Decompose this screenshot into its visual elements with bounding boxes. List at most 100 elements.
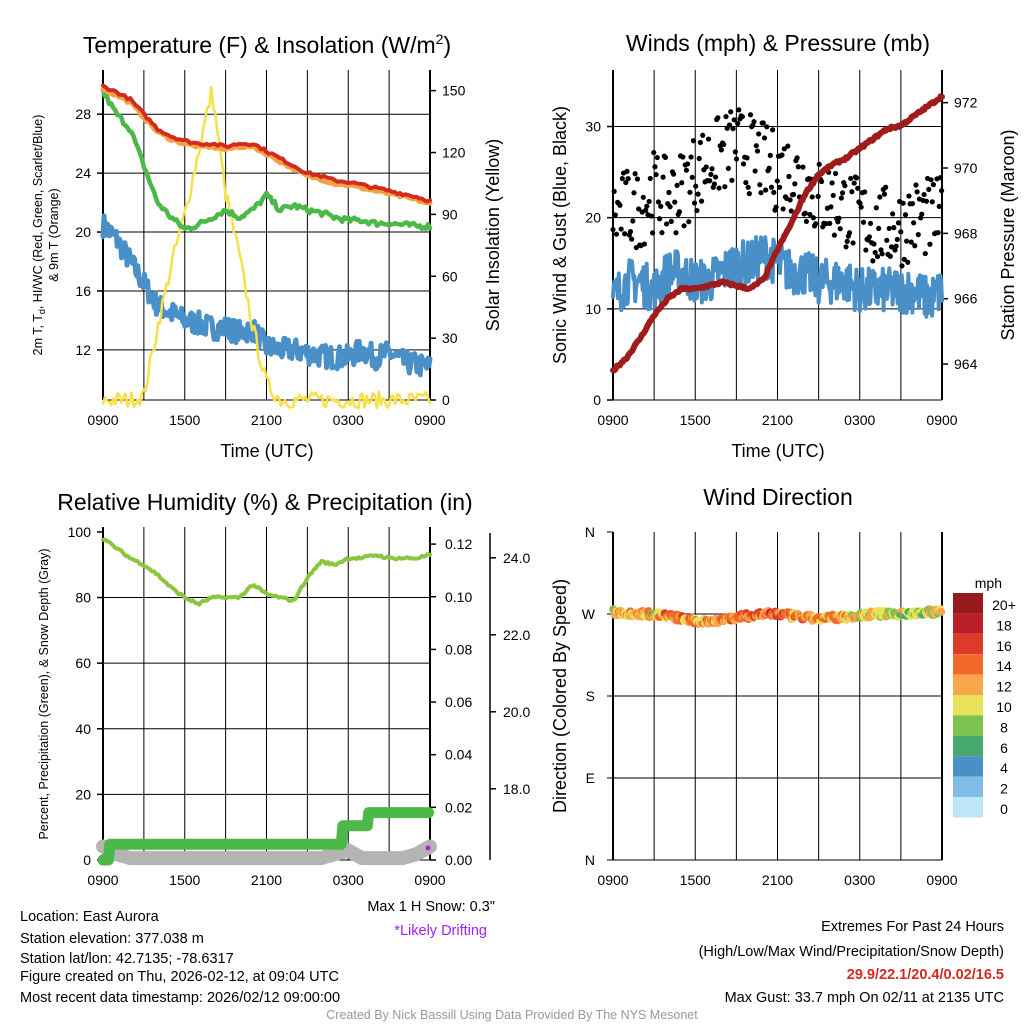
- max-snow-note: Max 1 H Snow: 0.3": [367, 899, 495, 915]
- gust-point: [728, 109, 734, 115]
- gust-point: [936, 203, 942, 209]
- dir-y-label: N: [585, 524, 595, 540]
- gust-point: [930, 181, 937, 188]
- gust-point: [791, 191, 797, 198]
- gust-point: [624, 168, 630, 174]
- x-tick-label: 0300: [333, 872, 364, 888]
- temp-title: Temperature (F) & Insolation (W/m2): [83, 31, 451, 58]
- legend-label: 10: [996, 699, 1012, 715]
- precip-y2-label: 0.04: [445, 747, 472, 763]
- x-tick-label: 2100: [762, 872, 793, 888]
- gust-point: [810, 215, 817, 221]
- gust-point: [862, 189, 868, 195]
- gust-point: [843, 244, 849, 250]
- gust-point: [694, 207, 700, 214]
- extremes-values: 29.9/22.1/20.4/0.02/16.5: [846, 967, 1004, 983]
- gust-point: [731, 117, 737, 123]
- wind-y-label: 0: [593, 392, 601, 408]
- legend-label: 16: [996, 638, 1012, 654]
- gust-point: [688, 154, 694, 160]
- gust-point: [646, 198, 652, 205]
- pressure-y2-label: 968: [954, 225, 978, 241]
- gust-point: [870, 258, 876, 264]
- gust-point: [730, 126, 736, 132]
- gust-point: [680, 154, 686, 160]
- gust-point: [696, 155, 702, 162]
- x-tick-label: 2100: [251, 412, 282, 428]
- temp-ylabel-line2: & 9m T (Orange): [47, 188, 61, 281]
- x-tick-label: 0300: [844, 872, 875, 888]
- gust-point: [872, 249, 878, 256]
- gust-point: [686, 219, 692, 225]
- gust-point: [787, 197, 793, 203]
- gust-point: [670, 171, 677, 177]
- gust-point: [863, 247, 869, 253]
- gust-point: [641, 241, 648, 247]
- gust-point: [887, 253, 893, 259]
- gust-point: [902, 212, 909, 218]
- x-tick-label: 1500: [169, 872, 200, 888]
- gust-point: [802, 210, 808, 216]
- gust-point: [610, 226, 616, 233]
- x-tick-label: 0900: [414, 872, 445, 888]
- gust-point: [809, 194, 815, 200]
- gust-point: [698, 198, 705, 204]
- gust-point: [830, 192, 836, 199]
- gust-point: [901, 256, 907, 262]
- gust-point: [636, 206, 642, 212]
- snow-depth-line: [96, 839, 437, 866]
- snow-y3-label: 20.0: [503, 704, 530, 720]
- gust-point: [757, 182, 763, 188]
- snow-y3-label: 18.0: [503, 781, 530, 797]
- gust-point: [715, 115, 721, 121]
- gust-point: [779, 152, 785, 158]
- gust-point: [922, 250, 928, 257]
- gust-point: [676, 209, 683, 215]
- legend-swatch: [953, 613, 983, 634]
- rh-y-label: 20: [75, 786, 91, 802]
- gust-point: [831, 232, 837, 238]
- legend-swatch: [953, 797, 983, 818]
- solar-insolation-line: [101, 85, 432, 410]
- gust-point: [815, 193, 821, 199]
- legend-label: 8: [1000, 719, 1008, 735]
- gust-point: [712, 174, 719, 180]
- gust-point: [813, 221, 819, 227]
- gust-point: [625, 176, 631, 182]
- gust-point: [743, 179, 749, 186]
- gust-point: [689, 174, 695, 180]
- gust-point: [912, 243, 918, 249]
- dir-y-label: S: [586, 688, 595, 704]
- gust-point: [935, 230, 941, 236]
- gust-point: [658, 203, 664, 209]
- gust-point: [904, 238, 910, 244]
- gust-point: [780, 206, 786, 212]
- gust-point: [619, 175, 625, 182]
- x-tick-label: 0900: [597, 872, 628, 888]
- gust-point: [839, 190, 846, 196]
- gust-point: [853, 175, 860, 181]
- gust-point: [871, 241, 877, 247]
- gust-point: [751, 119, 757, 125]
- gust-point: [651, 149, 657, 156]
- gust-point: [818, 178, 825, 185]
- precipitation-line: [97, 807, 435, 866]
- temp-xlabel: Time (UTC): [220, 441, 313, 461]
- dir-ylabel: Direction (Colored By Speed): [550, 579, 570, 813]
- gust-point: [890, 211, 896, 217]
- gust-point: [629, 236, 635, 242]
- gust-point: [622, 231, 628, 237]
- gust-point: [829, 180, 835, 186]
- legend-label: 0: [1000, 801, 1008, 817]
- gust-point: [632, 171, 638, 177]
- gust-point: [650, 230, 656, 236]
- gust-point: [754, 148, 761, 154]
- gust-point: [760, 120, 766, 126]
- gust-point: [795, 164, 801, 170]
- gust-point: [674, 182, 680, 188]
- gust-point: [761, 135, 768, 141]
- wind-y-label: 20: [585, 210, 601, 226]
- legend-label: 20+: [992, 597, 1016, 613]
- pressure-y2-label: 964: [954, 356, 978, 372]
- gust-point: [908, 239, 914, 245]
